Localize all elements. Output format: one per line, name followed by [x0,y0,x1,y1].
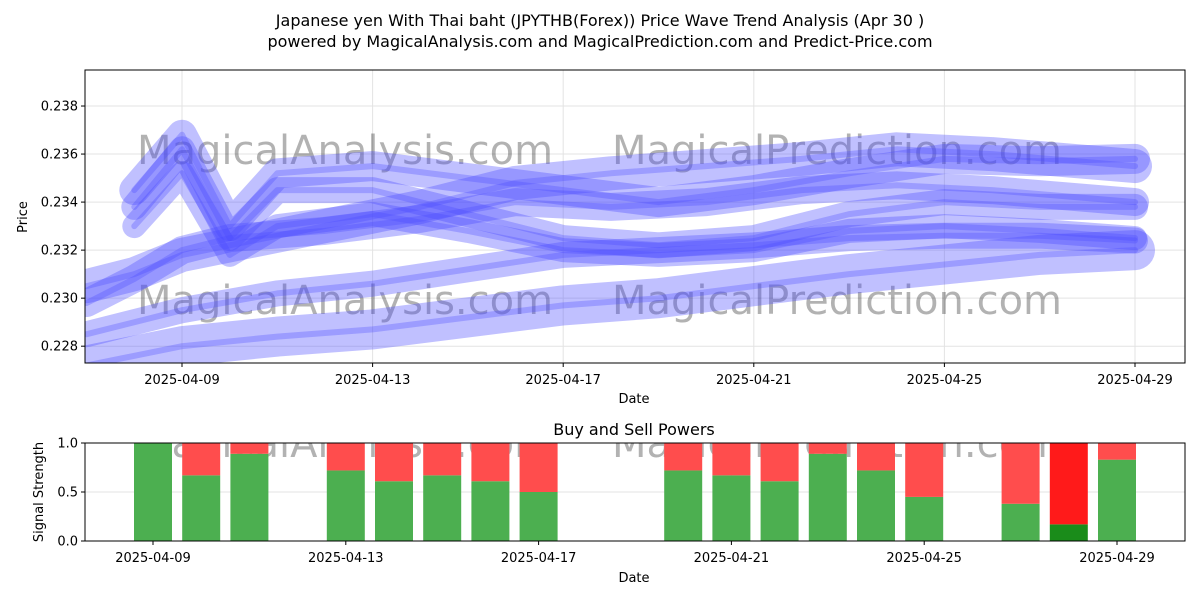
sell-bar [1098,443,1136,460]
signal-y-tick-label: 1.0 [57,437,78,452]
price-wave-core-wave-rising-1 [85,146,1138,290]
sell-bar [808,443,847,454]
price-y-ticks: 0.228 0.230 0.232 0.234 0.236 0.238 [41,100,85,355]
price-wave-core-wave-rising-2 [85,182,1138,306]
signal-x-tick-label: 2025-04-09 [115,551,191,566]
buy-bar [905,496,944,541]
price-waves [85,119,1155,363]
price-y-axis-label: Price [16,201,31,233]
price-wave-core-wave-lower [85,247,1138,363]
signal-x-ticks: 2025-04-09 2025-04-13 2025-04-17 2025-04-21… [115,541,1155,566]
watermark-text: MagicalPrediction.com [612,278,1062,324]
price-x-tick-label: 2025-04-13 [335,373,411,388]
sell-bar [1001,443,1040,504]
signal-y-tick-label: 0.0 [57,535,78,550]
buy-bar [471,481,510,541]
signal-bars [134,443,1136,541]
sell-bar [230,443,269,454]
signal-y-tick-label: 0.5 [57,486,78,501]
buy-bar [808,453,847,541]
buy-bar [760,481,799,541]
watermark-text: MagicalAnalysis.com [137,278,553,324]
signal-x-tick-label: 2025-04-29 [1079,551,1155,566]
price-watermarks: MagicalAnalysis.com MagicalPrediction.com… [137,128,1062,324]
buy-bar [1001,503,1040,541]
price-x-axis-label: Date [618,392,649,407]
price-x-ticks: 2025-04-09 2025-04-13 2025-04-17 2025-04-21… [144,363,1173,388]
price-y-tick-label: 0.230 [41,292,78,307]
chart-title-line1: Japanese yen With Thai baht (JPYTHB(Fore… [275,11,924,30]
signal-x-tick-label: 2025-04-25 [886,551,962,566]
chart-title-line2: powered by MagicalAnalysis.com and Magic… [267,32,932,51]
price-wave-core-wave-upper [131,131,1138,230]
signal-x-tick-label: 2025-04-17 [501,551,577,566]
price-wave-wave-lower [85,230,1155,363]
sell-bar [471,443,510,482]
price-y-tick-label: 0.238 [41,100,78,115]
price-axes-frame [84,69,1186,364]
sell-bar [760,443,799,482]
signal-y-axis-label: Signal Strength [32,442,47,542]
price-wave-wave-rising-1 [85,132,1152,304]
price-y-tick-label: 0.236 [41,148,78,163]
signal-panel-title: Buy and Sell Powers [553,420,715,439]
price-x-tick-label: 2025-04-25 [907,373,983,388]
buy-bar [326,470,365,541]
signal-x-tick-label: 2025-04-13 [308,551,384,566]
watermark-text: MagicalPrediction.com [612,128,1062,174]
sell-bar [519,443,558,492]
price-wave-core-wave-mid-1 [131,146,1138,249]
price-wave-wave-mid-2 [122,161,1147,267]
sell-bar [375,443,413,482]
buy-bar [182,475,221,541]
price-grid [85,70,1185,363]
buy-bar [519,492,558,541]
buy-bar [375,481,413,541]
price-wave-core-wave-mid-2 [131,170,1138,258]
price-wave-wave-upper [119,119,1150,242]
price-y-tick-label: 0.234 [41,196,78,211]
buy-bar [712,475,751,541]
signal-y-ticks: 0.0 0.5 1.0 [57,437,85,550]
buy-bar [1049,524,1088,541]
price-x-tick-label: 2025-04-17 [525,373,601,388]
price-y-tick-label: 0.232 [41,244,78,259]
buy-bar [230,453,269,541]
signal-panel: Buy and Sell Powers MagicalAnalysis.comM… [32,420,1186,586]
sell-bar [182,443,221,476]
sell-bar [423,443,462,476]
sell-bar [1049,443,1088,525]
sell-bar [905,443,944,497]
price-y-tick-label: 0.228 [41,340,78,355]
buy-bar [857,470,895,541]
price-x-tick-label: 2025-04-21 [716,373,792,388]
buy-bar [134,443,172,541]
price-wave-core-wave-rising-3 [85,232,1138,338]
price-wave-wave-mid-1 [121,136,1148,259]
sell-bar [712,443,751,476]
signal-x-axis-label: Date [618,571,649,586]
buy-bar [1098,459,1136,541]
buy-bar [423,475,462,541]
buy-bar [664,470,703,541]
sell-bar [857,443,895,471]
price-panel: MagicalAnalysis.com MagicalPrediction.com… [16,69,1186,407]
sell-bar [664,443,703,471]
watermark-text: MagicalAnalysis.com [137,128,553,174]
price-x-tick-label: 2025-04-09 [144,373,220,388]
sell-bar [326,443,365,471]
price-wave-wave-rising-2 [85,171,1149,317]
signal-x-tick-label: 2025-04-21 [694,551,770,566]
price-x-tick-label: 2025-04-29 [1097,373,1173,388]
price-wave-wave-rising-3 [85,222,1148,348]
